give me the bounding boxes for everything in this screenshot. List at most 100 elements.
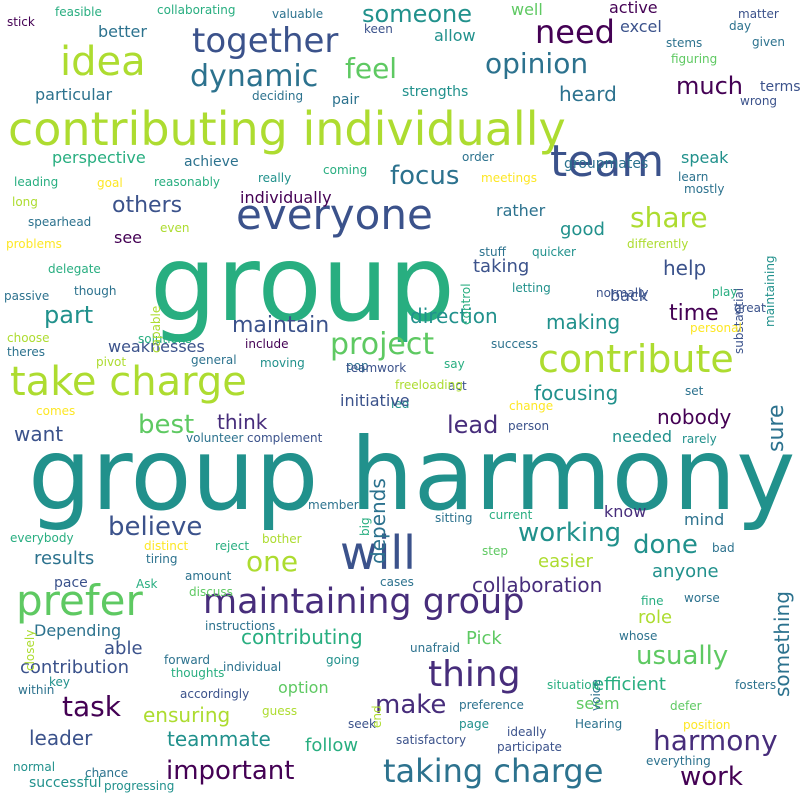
cloud-word: allow (434, 26, 476, 45)
cloud-word: step (482, 544, 508, 558)
cloud-word: pop (346, 359, 369, 373)
cloud-word: general (191, 353, 237, 367)
cloud-word: initiative (340, 391, 410, 410)
cloud-word: feel (345, 52, 398, 85)
cloud-word: theres (7, 345, 45, 359)
cloud-word: say (444, 357, 465, 371)
cloud-word: follow (305, 735, 359, 756)
cloud-word: know (604, 502, 647, 521)
cloud-word: amount (185, 569, 232, 583)
cloud-word: great (734, 301, 766, 315)
cloud-word: stick (7, 15, 35, 29)
cloud-word: deciding (252, 89, 304, 103)
cloud-word: differently (627, 237, 689, 251)
cloud-word: excel (620, 17, 662, 36)
cloud-word: satisfactory (396, 733, 467, 747)
cloud-word: dynamic (190, 59, 319, 94)
cloud-word: page (459, 717, 489, 731)
cloud-word: terms (760, 79, 800, 95)
cloud-word: achieve (184, 154, 239, 170)
cloud-word: usually (636, 641, 729, 671)
cloud-word: forward (164, 653, 211, 667)
cloud-word: well (511, 0, 543, 19)
cloud-word: done (633, 530, 698, 560)
cloud-word: whose (619, 629, 658, 643)
cloud-word: make (375, 690, 447, 720)
cloud-word: current (489, 508, 533, 522)
cloud-word: long (12, 195, 38, 209)
cloud-word: weaknesses (108, 337, 205, 356)
cloud-word: seem (576, 694, 620, 713)
cloud-word: bother (262, 532, 302, 546)
cloud-word: valuable (272, 7, 324, 21)
cloud-word: problems (6, 237, 62, 251)
cloud-word: direction (410, 304, 498, 328)
cloud-word: participate (497, 740, 562, 754)
cloud-word: wrong (740, 94, 778, 108)
cloud-word: ensuring (143, 703, 231, 727)
cloud-word: Hearing (575, 717, 623, 731)
cloud-word: change (509, 399, 554, 413)
cloud-word: pivot (96, 355, 127, 369)
cloud-word: going (326, 653, 360, 667)
cloud-word: closely (23, 629, 37, 671)
cloud-word: order (462, 150, 494, 164)
cloud-word: leader (29, 726, 93, 750)
cloud-word: rather (496, 201, 546, 220)
cloud-word: mostly (684, 182, 725, 196)
cloud-word: strengths (402, 84, 469, 100)
cloud-word: someone (362, 0, 472, 28)
cloud-word: pair (332, 92, 360, 108)
cloud-word: distinct (144, 539, 189, 553)
cloud-word: nobody (657, 405, 732, 429)
cloud-word: help (663, 256, 707, 280)
cloud-word: figuring (671, 52, 718, 66)
cloud-word: contributing (241, 625, 363, 649)
cloud-word: position (683, 718, 731, 732)
cloud-word: thing (428, 654, 521, 695)
cloud-word: within (18, 683, 55, 697)
cloud-word: preference (459, 698, 524, 712)
cloud-word: good (560, 219, 605, 240)
cloud-word: thoughts (171, 666, 225, 680)
cloud-word: contributing individually (8, 102, 566, 156)
cloud-word: group (150, 223, 455, 345)
cloud-word: option (278, 678, 329, 697)
cloud-word: contribute (538, 337, 734, 381)
cloud-word: even (160, 221, 190, 235)
cloud-word: working (518, 518, 622, 548)
cloud-word: taking (473, 256, 530, 277)
cloud-word: given (752, 35, 786, 49)
cloud-word: include (245, 337, 289, 351)
cloud-word: tiring (146, 552, 178, 566)
cloud-word: meetings (481, 171, 537, 185)
cloud-word: will (340, 526, 416, 580)
cloud-word: task (62, 690, 121, 723)
cloud-word: stuff (479, 245, 506, 259)
cloud-word: sitting (435, 511, 473, 525)
cloud-word: much (676, 72, 743, 100)
cloud-word: easier (538, 551, 593, 572)
cloud-word: individual (223, 660, 282, 674)
cloud-word: stems (666, 36, 703, 50)
cloud-word: moving (260, 356, 305, 370)
cloud-word: everybody (10, 531, 74, 545)
cloud-word: taking charge (383, 752, 604, 790)
cloud-word: coming (323, 163, 368, 177)
cloud-word: reasonably (154, 175, 221, 189)
cloud-word: teammate (167, 727, 271, 751)
cloud-word: comes (36, 404, 76, 418)
cloud-word: work (680, 762, 743, 792)
cloud-word: collaborating (157, 3, 236, 17)
cloud-word: solutions (138, 332, 192, 346)
cloud-word: want (14, 422, 64, 446)
cloud-word: believe (108, 512, 203, 542)
cloud-word: feasible (55, 5, 102, 19)
cloud-word: choose (7, 331, 50, 345)
cloud-word: passive (4, 289, 50, 303)
cloud-word: key (49, 675, 71, 689)
cloud-word: accordingly (180, 687, 250, 701)
cloud-word: harmony (653, 724, 778, 757)
cloud-word: Pick (466, 628, 502, 649)
cloud-word: personal (690, 321, 742, 335)
